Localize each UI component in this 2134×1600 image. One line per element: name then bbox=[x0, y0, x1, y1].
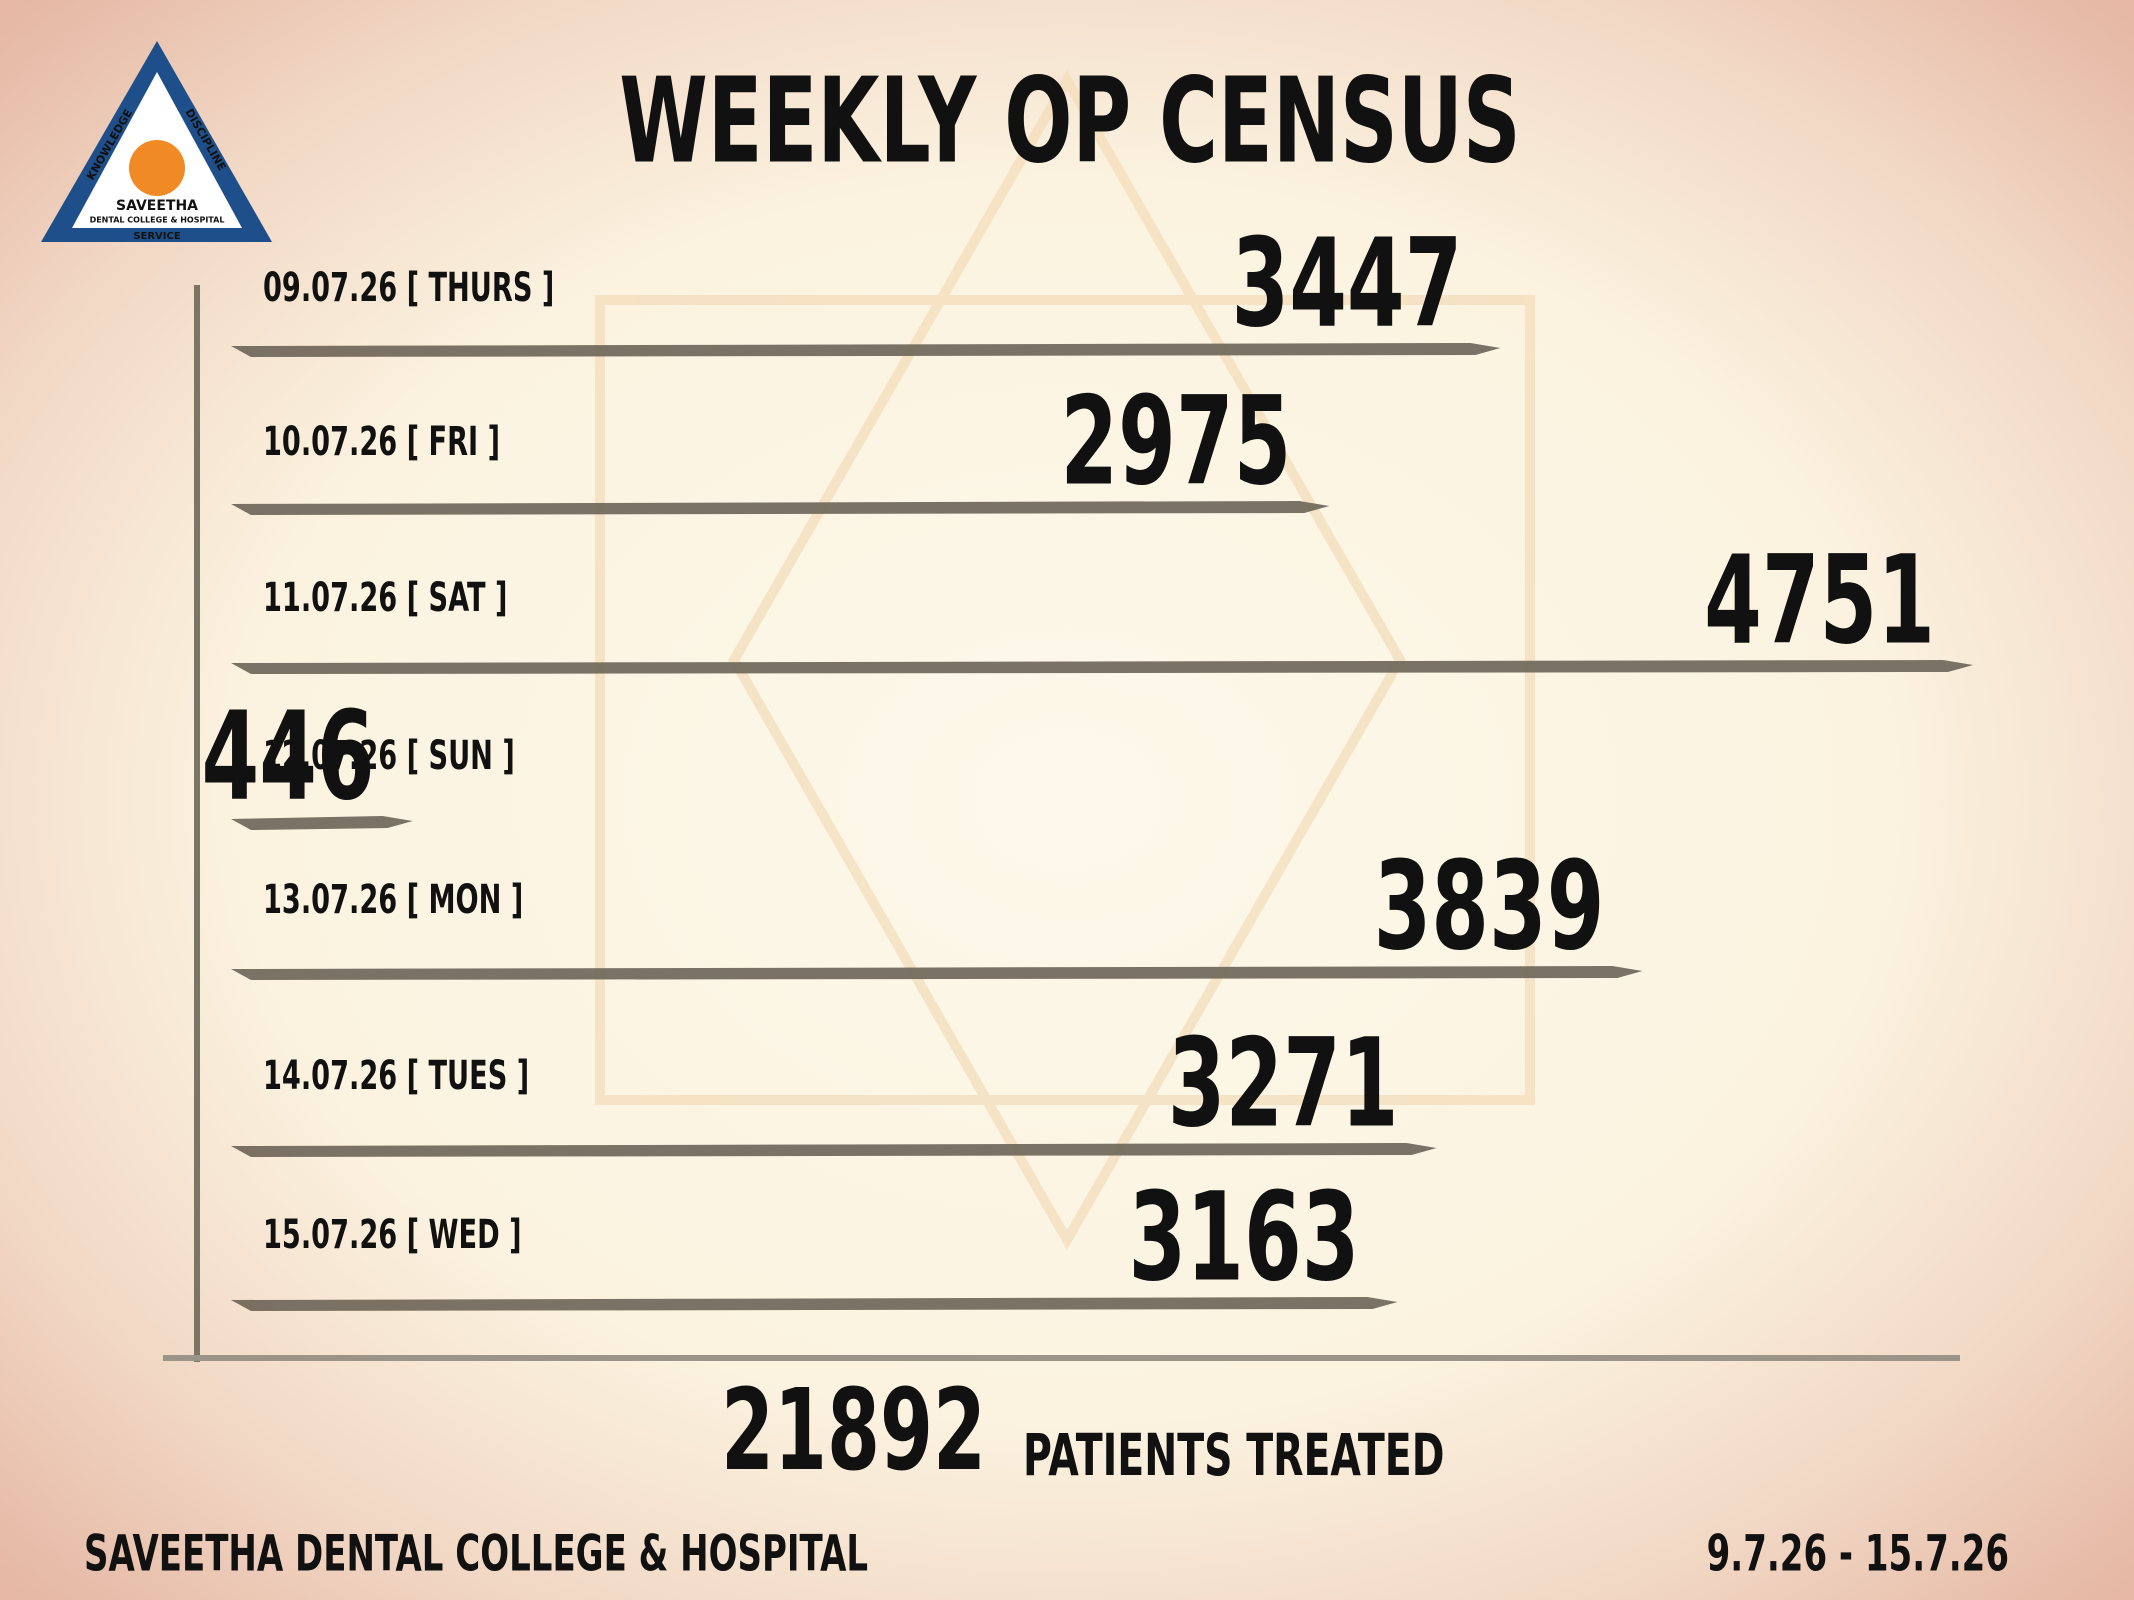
chart-title: WEEKLY OP CENSUS bbox=[619, 52, 1520, 190]
bar bbox=[231, 1143, 1437, 1157]
bar bbox=[231, 966, 1643, 980]
category-label: 12.07.26 [ SUN ] bbox=[263, 733, 515, 780]
category-label: 13.07.26 [ MON ] bbox=[263, 877, 523, 924]
bar bbox=[231, 816, 413, 830]
value-label: 4751 bbox=[1704, 529, 1935, 672]
bar bbox=[231, 343, 1501, 357]
footer-left: SAVEETHA DENTAL COLLEGE & HOSPITAL bbox=[84, 1525, 868, 1583]
value-label: 3163 bbox=[1129, 1166, 1360, 1309]
total-value: 21892 bbox=[721, 1365, 986, 1496]
category-label: 10.07.26 [ FRI ] bbox=[263, 419, 500, 466]
value-label: 446 bbox=[201, 685, 374, 828]
bar bbox=[231, 1297, 1398, 1311]
total-label: PATIENTS TREATED bbox=[1023, 1421, 1444, 1489]
category-label: 11.07.26 [ SAT ] bbox=[263, 575, 507, 622]
bar bbox=[231, 501, 1330, 515]
category-label: 09.07.26 [ THURS ] bbox=[263, 265, 554, 312]
value-label: 2975 bbox=[1060, 370, 1291, 513]
footer-right: 9.7.26 - 15.7.26 bbox=[1707, 1525, 2009, 1583]
logo-text: SERVICE bbox=[133, 231, 181, 242]
logo-text: DENTAL COLLEGE & HOSPITAL bbox=[90, 216, 225, 225]
category-label: 14.07.26 [ TUES ] bbox=[263, 1053, 529, 1100]
logo-text: SAVEETHA bbox=[116, 198, 198, 214]
value-label: 3271 bbox=[1168, 1012, 1399, 1155]
value-label: 3447 bbox=[1231, 212, 1462, 355]
background-pattern bbox=[595, 69, 1535, 1251]
bar bbox=[231, 660, 1973, 674]
value-label: 3839 bbox=[1374, 835, 1605, 978]
category-label: 15.07.26 [ WED ] bbox=[263, 1212, 522, 1259]
